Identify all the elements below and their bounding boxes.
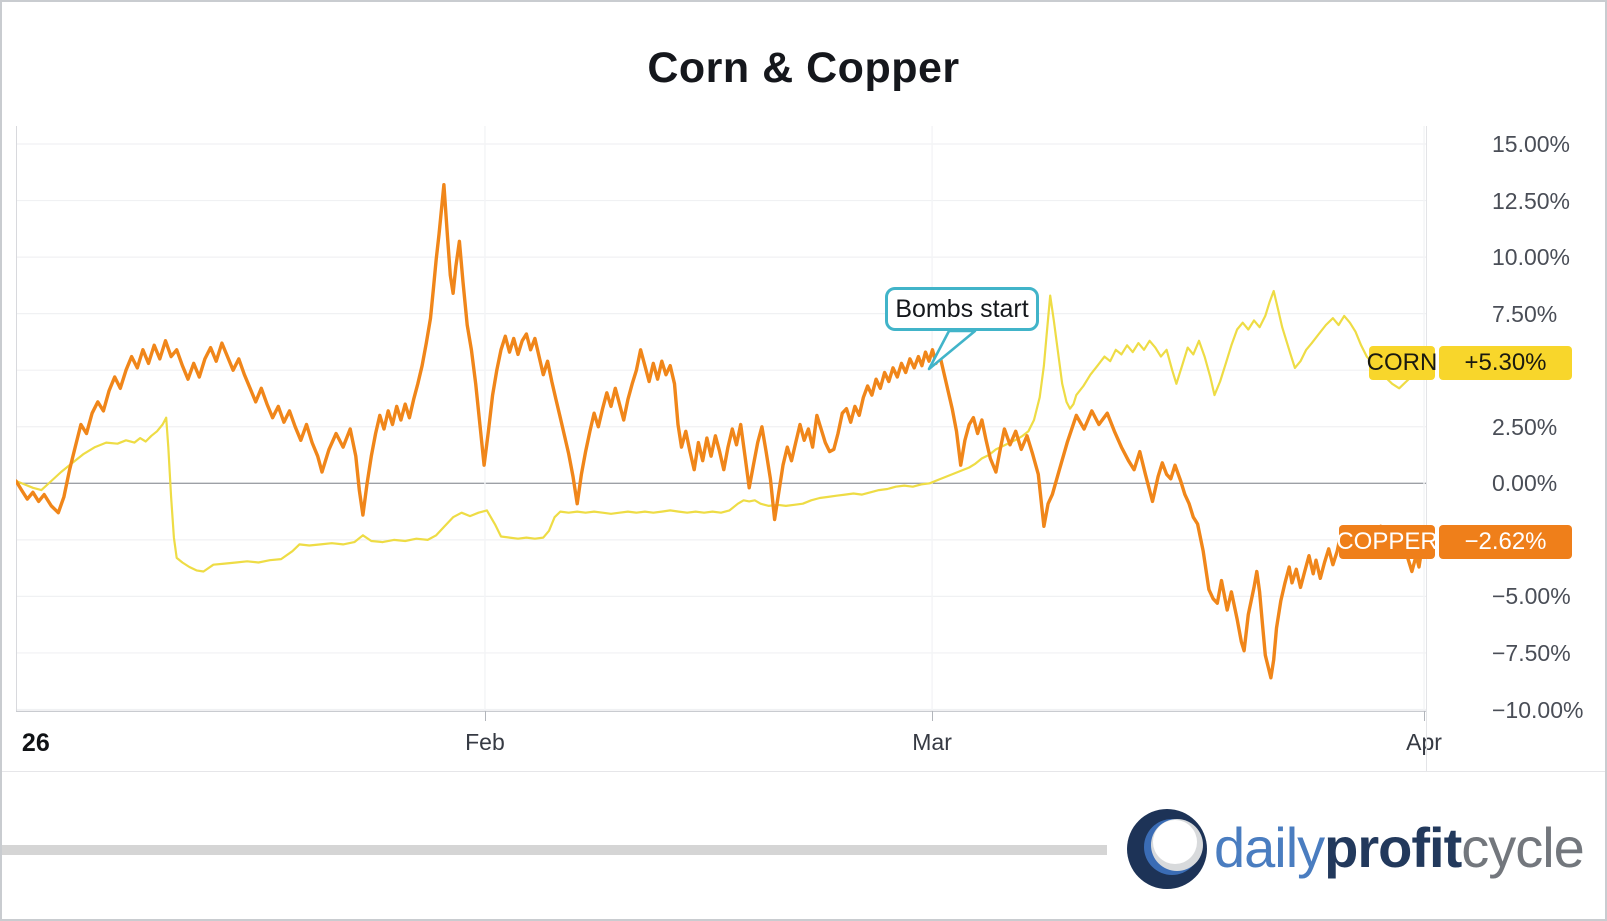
x-axis-label: 26: [21, 729, 50, 757]
y-axis-label: 12.50%: [1492, 187, 1571, 214]
logo-text-profit: profit: [1324, 816, 1462, 879]
chart-title: Corn & Copper: [647, 44, 960, 92]
x-axis-label: Mar: [912, 729, 952, 755]
dailyprofitcycle-logo-text: dailyprofitcycle: [1214, 820, 1585, 876]
y-axis-label: 2.50%: [1492, 413, 1558, 440]
axis-separator: [1426, 126, 1427, 772]
copper-badge-label: COPPER: [1336, 525, 1438, 559]
x-axis-tick: [932, 711, 934, 721]
dailyprofitcycle-logo-icon: [1127, 809, 1207, 889]
corn-line: [16, 289, 1426, 573]
copper-line: [16, 183, 1426, 680]
x-axis-label: Apr: [1406, 729, 1442, 755]
x-axis-tick: [1424, 711, 1426, 721]
y-axis-label: −5.00%: [1492, 583, 1571, 610]
corn-badge-value: +5.30%: [1439, 346, 1572, 380]
corn-price-badge: CORN +5.30%: [1367, 346, 1572, 380]
chart-canvas[interactable]: [16, 126, 1426, 712]
annotation-bubble: Bombs start: [885, 287, 1039, 331]
corn-badge-label: CORN: [1367, 346, 1437, 380]
x-axis-label: Feb: [465, 729, 505, 755]
y-axis-label: 15.00%: [1492, 131, 1571, 157]
y-axis-label: 7.50%: [1492, 300, 1558, 327]
copper-badge-value: −2.62%: [1439, 525, 1572, 559]
logo-text-daily: daily: [1214, 816, 1325, 879]
copper-price-badge: COPPER −2.62%: [1336, 525, 1572, 559]
axis-bottom-line: [2, 771, 1605, 772]
logo-text-cycle: cycle: [1461, 816, 1585, 879]
annotation-text: Bombs start: [895, 294, 1029, 323]
annotation-pointer: [927, 329, 977, 371]
y-axis-label: 0.00%: [1492, 470, 1558, 497]
y-axis-label: −10.00%: [1492, 696, 1584, 723]
x-axis-tick: [484, 711, 486, 721]
y-axis-label: 10.00%: [1492, 244, 1571, 271]
y-axis-label: −7.50%: [1492, 639, 1571, 666]
logo-divider-bar: [2, 845, 1107, 855]
